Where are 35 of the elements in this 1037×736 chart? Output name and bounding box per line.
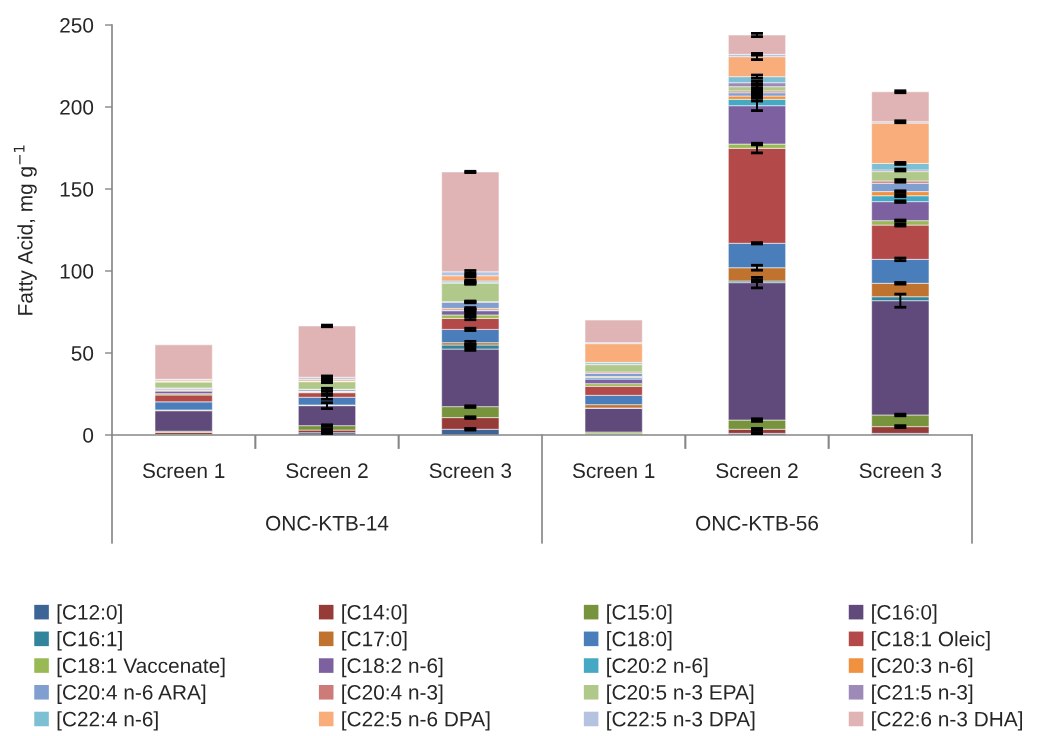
legend-label: [C22:5 n-6 DPA] [342,711,490,731]
legend-label: [C20:2 n-6] [607,657,708,678]
legend-label: [C21:5 n-3] [872,684,973,704]
y-tick-label: 0 [83,428,94,443]
legend-label: [C22:4 n-6] [57,711,158,731]
legend-label: [C16:0] [872,604,937,624]
x-tick-label: Screen 3 [429,463,512,479]
y-tick-label: 150 [60,182,94,197]
legend-label: [C16:1] [57,631,122,651]
x-tick-label: Screen 2 [286,463,368,479]
legend-label: [C22:6 n-3 DHA] [872,711,1022,731]
x-tick-label: Screen 2 [716,463,798,479]
legend-label: [C20:5 n-3 EPA] [607,684,754,704]
x-tick-label: Screen 1 [142,463,225,479]
legend-label: [C14:0] [342,604,407,624]
y-tick-label: 250 [60,18,94,33]
legend-label: [C22:5 n-3 DPA] [607,711,755,731]
legend-label: [C20:3 n-6] [872,657,973,678]
legend-label: [C12:0] [57,604,122,624]
legend-label: [C18:0] [607,631,672,651]
y-tick-label: 200 [60,100,94,115]
y-axis-title: Fatty Acid, mg g$^{−1}$ [13,145,37,315]
text: ONC-KTB-14 [266,515,389,531]
legend-label: [C18:1 Oleic] [872,631,990,651]
x-tick-label: Screen 1 [572,463,655,479]
y-tick-label: 50 [71,346,94,361]
x-tick-label: Screen 3 [859,463,942,479]
legend-label: [C17:0] [342,631,407,651]
legend-label: [C15:0] [607,604,672,624]
text: ONC-KTB-56 [696,515,819,531]
y-tick-label: 100 [60,264,94,279]
legend-label: [C20:4 n-6 ARA] [57,684,206,704]
legend-label: [C18:1 Vaccenate] [57,657,225,678]
legend-label: [C20:4 n-3] [342,684,443,704]
legend-label: [C18:2 n-6] [342,657,443,678]
